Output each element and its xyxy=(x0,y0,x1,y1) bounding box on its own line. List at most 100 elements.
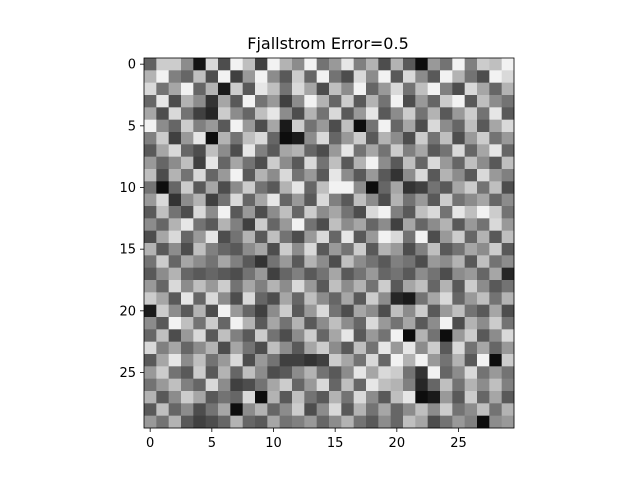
heatmap-cell xyxy=(168,292,182,306)
heatmap-cell xyxy=(279,415,293,429)
heatmap-cell xyxy=(390,391,404,404)
heatmap-cell xyxy=(464,119,478,133)
heatmap-cell xyxy=(304,193,318,207)
heatmap-cell xyxy=(403,280,416,293)
heatmap-cell xyxy=(316,280,330,293)
heatmap-cell xyxy=(304,255,318,269)
heatmap-cell xyxy=(156,366,170,380)
heatmap-cell xyxy=(501,193,515,207)
heatmap-cell xyxy=(366,292,379,306)
heatmap-cell xyxy=(403,70,416,84)
heatmap-cell xyxy=(255,181,268,195)
heatmap-cell xyxy=(292,391,305,404)
heatmap-cell xyxy=(218,329,231,343)
heatmap-cell xyxy=(218,304,231,318)
heatmap-cell xyxy=(477,255,490,269)
heatmap-cell xyxy=(230,156,244,170)
heatmap-cell xyxy=(353,317,367,330)
heatmap-cell xyxy=(292,193,305,207)
heatmap-cell xyxy=(181,95,194,108)
heatmap-cell xyxy=(378,292,392,306)
heatmap-cell xyxy=(156,181,170,195)
heatmap-cell xyxy=(230,329,244,343)
heatmap-cell xyxy=(415,181,429,195)
heatmap-cell xyxy=(341,292,355,306)
heatmap-cell xyxy=(242,119,256,133)
heatmap-cell xyxy=(353,329,367,343)
heatmap-cell xyxy=(267,317,281,330)
heatmap-cell xyxy=(230,206,244,219)
heatmap-cell xyxy=(477,304,490,318)
heatmap-cell xyxy=(415,132,429,145)
heatmap-cell xyxy=(366,304,379,318)
heatmap-cell xyxy=(316,230,330,244)
heatmap-cell xyxy=(292,341,305,355)
heatmap-cell xyxy=(205,317,219,330)
heatmap-cell xyxy=(255,218,268,232)
heatmap-cell xyxy=(304,82,318,96)
heatmap-cell xyxy=(255,70,268,84)
heatmap-cell xyxy=(156,317,170,330)
heatmap-cell xyxy=(366,415,379,429)
heatmap-cell xyxy=(452,366,466,380)
heatmap-cell xyxy=(279,317,293,330)
heatmap-cell xyxy=(341,317,355,330)
heatmap-cell xyxy=(390,317,404,330)
x-tick-label: 25 xyxy=(450,436,467,451)
heatmap-cell xyxy=(168,317,182,330)
heatmap-cell xyxy=(205,95,219,108)
heatmap-cell xyxy=(156,415,170,429)
heatmap-cell xyxy=(279,255,293,269)
heatmap-cell xyxy=(230,255,244,269)
heatmap-cell xyxy=(242,415,256,429)
heatmap-cell xyxy=(341,58,355,71)
heatmap-cell xyxy=(427,132,441,145)
heatmap-cell xyxy=(230,218,244,232)
heatmap-cell xyxy=(156,70,170,84)
heatmap-cell xyxy=(255,329,268,343)
heatmap-cell xyxy=(144,280,157,293)
heatmap-cell xyxy=(267,181,281,195)
heatmap-cell xyxy=(316,317,330,330)
heatmap-cell xyxy=(304,354,318,367)
heatmap-cell xyxy=(255,391,268,404)
heatmap-cell xyxy=(501,304,515,318)
heatmap-cell xyxy=(440,304,453,318)
heatmap-cell xyxy=(329,107,342,121)
heatmap-cell xyxy=(316,132,330,145)
heatmap-cell xyxy=(279,243,293,256)
heatmap-cell xyxy=(440,329,453,343)
heatmap-cell xyxy=(329,366,342,380)
x-tick-label: 10 xyxy=(265,436,282,451)
heatmap-cell xyxy=(440,230,453,244)
heatmap-cell xyxy=(378,391,392,404)
heatmap-cell xyxy=(353,304,367,318)
heatmap-cell xyxy=(205,243,219,256)
heatmap-cell xyxy=(341,206,355,219)
heatmap-cell xyxy=(452,255,466,269)
heatmap-cell xyxy=(464,230,478,244)
heatmap-cell xyxy=(403,169,416,182)
heatmap-cell xyxy=(353,70,367,84)
heatmap-cell xyxy=(353,403,367,417)
heatmap-cell xyxy=(279,304,293,318)
heatmap-cell xyxy=(452,403,466,417)
heatmap-cell xyxy=(218,193,231,207)
heatmap-cell xyxy=(427,378,441,392)
heatmap-cell xyxy=(477,95,490,108)
heatmap-cell xyxy=(181,415,194,429)
heatmap-cell xyxy=(341,82,355,96)
heatmap-cell xyxy=(205,230,219,244)
heatmap-cell xyxy=(390,218,404,232)
heatmap-cell xyxy=(390,304,404,318)
heatmap-cell xyxy=(489,132,503,145)
heatmap-cell xyxy=(452,107,466,121)
heatmap-cell xyxy=(205,107,219,121)
heatmap-cell xyxy=(292,317,305,330)
heatmap-cell xyxy=(218,156,231,170)
heatmap-cell xyxy=(452,280,466,293)
heatmap-cell xyxy=(489,144,503,158)
heatmap-cell xyxy=(477,378,490,392)
heatmap-cell xyxy=(415,107,429,121)
heatmap-cell xyxy=(366,378,379,392)
